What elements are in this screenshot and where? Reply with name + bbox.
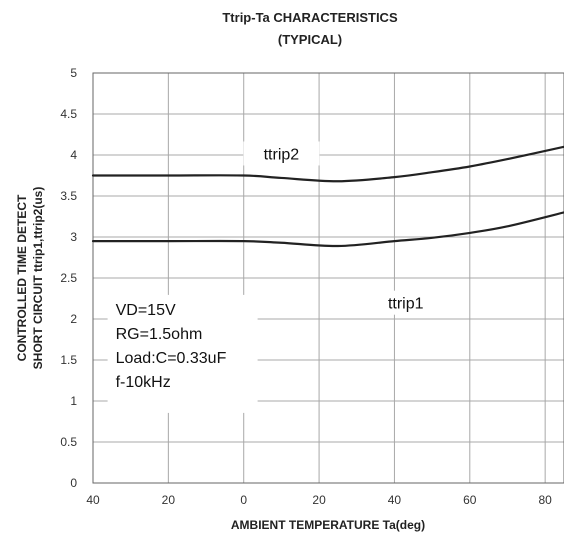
chart-title: Ttrip-Ta CHARACTERISTICS (222, 10, 398, 25)
series-label-ttrip2: ttrip2 (264, 146, 300, 163)
annotation-line: f-10kHz (116, 374, 171, 391)
series-label-background (243, 141, 320, 166)
series-label-background (367, 290, 444, 315)
y-tick-label: 4.5 (60, 107, 77, 121)
y-tick-label: 3 (70, 230, 77, 244)
y-tick-label: 5 (70, 66, 77, 80)
x-tick-labels: 40 20 0 20 40 60 80 (86, 493, 552, 507)
y-tick-label: 2.5 (60, 271, 77, 285)
y-tick-label: 1 (70, 394, 77, 408)
annotation-line: RG=1.5ohm (116, 326, 203, 343)
series-label-ttrip1: ttrip1 (388, 296, 424, 313)
annotation-line: Load:C=0.33uF (116, 350, 227, 367)
x-tick-label: 60 (463, 493, 477, 507)
y-tick-label: 0.5 (60, 435, 77, 449)
grid-lines (93, 73, 564, 483)
x-tick-label: 80 (538, 493, 552, 507)
annotation-background (107, 294, 258, 413)
y-tick-labels: 0 0.5 1 1.5 2 2.5 3 3.5 4 4.5 5 (60, 66, 77, 490)
x-axis-title: AMBIENT TEMPERATURE Ta(deg) (231, 518, 425, 532)
series-labels: ttrip2 ttrip1 (264, 146, 424, 312)
y-tick-label: 1.5 (60, 353, 77, 367)
series-line-ttrip1 (91, 211, 564, 248)
annotation-block: VD=15V RG=1.5ohm Load:C=0.33uF f-10kHz (107, 294, 258, 413)
series-label-backgrounds (243, 141, 444, 315)
series-line-ttrip2 (91, 145, 564, 183)
x-tick-label: 20 (162, 493, 176, 507)
y-tick-label: 2 (70, 312, 77, 326)
y-axis-title-line2: SHORT CIRCUIT ttrip1,ttrip2(us) (31, 187, 45, 370)
x-tick-label: 40 (388, 493, 402, 507)
annotation-line: VD=15V (116, 302, 176, 319)
x-tick-label: 0 (240, 493, 247, 507)
plot-frame (92, 72, 564, 484)
y-tick-label: 4 (70, 148, 77, 162)
chart-subtitle: (TYPICAL) (278, 32, 342, 47)
x-tick-label: 40 (86, 493, 100, 507)
y-tick-label: 0 (70, 476, 77, 490)
series-lines (91, 145, 564, 248)
x-tick-label: 20 (312, 493, 326, 507)
y-tick-label: 3.5 (60, 189, 77, 203)
y-axis-title-line1: CONTROLLED TIME DETECT (15, 194, 29, 361)
